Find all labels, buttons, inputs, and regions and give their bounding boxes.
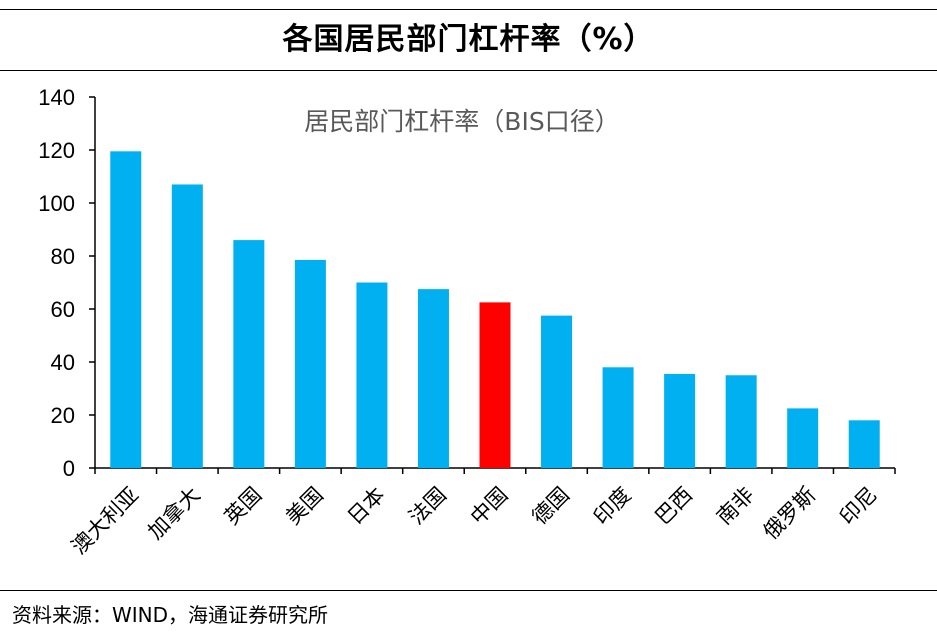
x-category-label: 中国 <box>466 483 513 530</box>
x-category-label: 俄罗斯 <box>759 483 821 545</box>
x-category-label: 法国 <box>404 483 451 530</box>
bar-6 <box>479 302 511 468</box>
x-category-label: 巴西 <box>650 483 697 530</box>
bar-2 <box>233 240 265 468</box>
x-category-label: 英国 <box>220 483 267 530</box>
chart-inner-title: 居民部门杠杆率（BIS口径） <box>304 107 619 136</box>
y-tick-label: 140 <box>38 85 75 110</box>
bar-5 <box>417 289 449 468</box>
chart-header-title: 各国居民部门杠杆率（%） <box>282 22 655 57</box>
bar-11 <box>787 408 819 468</box>
x-category-label: 印度 <box>589 483 636 530</box>
x-category-label: 日本 <box>343 483 390 530</box>
footer-divider <box>0 590 937 591</box>
y-tick-label: 20 <box>51 403 75 428</box>
x-category-label: 澳大利亚 <box>67 483 143 559</box>
y-tick-label: 60 <box>51 297 75 322</box>
bar-9 <box>664 373 696 468</box>
x-category-label: 美国 <box>281 483 328 530</box>
bar-12 <box>848 420 880 468</box>
bar-chart: 居民部门杠杆率（BIS口径） 0 20 40 60 80 100 120 140 澳大利亚 加拿大英… <box>38 85 896 559</box>
x-category-label: 加拿大 <box>143 483 205 545</box>
x-category-label: 德国 <box>527 483 574 530</box>
bar-8 <box>602 367 634 468</box>
source-note: 资料来源：WIND，海通证券研究所 <box>12 603 329 627</box>
y-tick-label: 120 <box>38 138 75 163</box>
y-tick-label: 80 <box>51 244 75 269</box>
bar-0 <box>110 151 142 468</box>
y-tick-label: 40 <box>51 350 75 375</box>
bar-7 <box>541 315 573 468</box>
x-category-label: 南非 <box>712 483 759 530</box>
bar-1 <box>171 184 203 468</box>
chart-area: 居民部门杠杆率（BIS口径） 0 20 40 60 80 100 120 140 澳大利亚 加拿大英… <box>0 72 937 588</box>
header-divider <box>0 70 937 71</box>
bar-4 <box>356 282 388 468</box>
top-rule <box>0 9 937 10</box>
x-category-label: 印尼 <box>835 483 882 530</box>
bar-3 <box>294 259 326 468</box>
bar-10 <box>725 375 757 468</box>
y-tick-label: 0 <box>63 456 75 481</box>
y-tick-label: 100 <box>38 191 75 216</box>
